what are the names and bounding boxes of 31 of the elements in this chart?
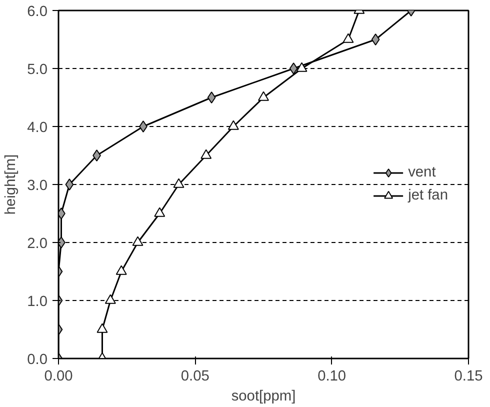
point bbox=[96, 323, 108, 333]
x-tick-label: 0.05 bbox=[180, 368, 210, 384]
point bbox=[200, 149, 212, 159]
point bbox=[371, 34, 380, 46]
point bbox=[104, 294, 116, 304]
point bbox=[132, 236, 144, 246]
y-tick-label: 4.0 bbox=[27, 120, 48, 136]
x-tick-label: 0.00 bbox=[44, 368, 73, 384]
y-tick-label: 6.0 bbox=[27, 4, 48, 20]
x-axis-title: soot[ppm] bbox=[231, 388, 296, 404]
point bbox=[207, 92, 216, 104]
legend-label: vent bbox=[408, 164, 436, 180]
point bbox=[228, 120, 239, 130]
x-tick-label: 0.15 bbox=[454, 368, 483, 384]
x-tick-label: 0.10 bbox=[318, 368, 346, 384]
y-tick-label: 3.0 bbox=[27, 178, 48, 194]
point bbox=[289, 62, 298, 74]
point bbox=[139, 120, 148, 132]
point bbox=[173, 178, 184, 188]
y-tick-label: 5.0 bbox=[27, 62, 48, 78]
point bbox=[92, 150, 101, 162]
point bbox=[296, 62, 308, 72]
point bbox=[154, 207, 166, 217]
y-tick-label: 2.0 bbox=[27, 236, 48, 252]
point bbox=[258, 91, 269, 101]
point bbox=[116, 265, 127, 275]
y-tick-label: 0.0 bbox=[27, 352, 48, 368]
legend-label: jet fan bbox=[408, 188, 448, 204]
y-axis-title: height[m] bbox=[3, 154, 20, 215]
point bbox=[65, 178, 74, 190]
y-tick-label: 1.0 bbox=[27, 294, 48, 310]
